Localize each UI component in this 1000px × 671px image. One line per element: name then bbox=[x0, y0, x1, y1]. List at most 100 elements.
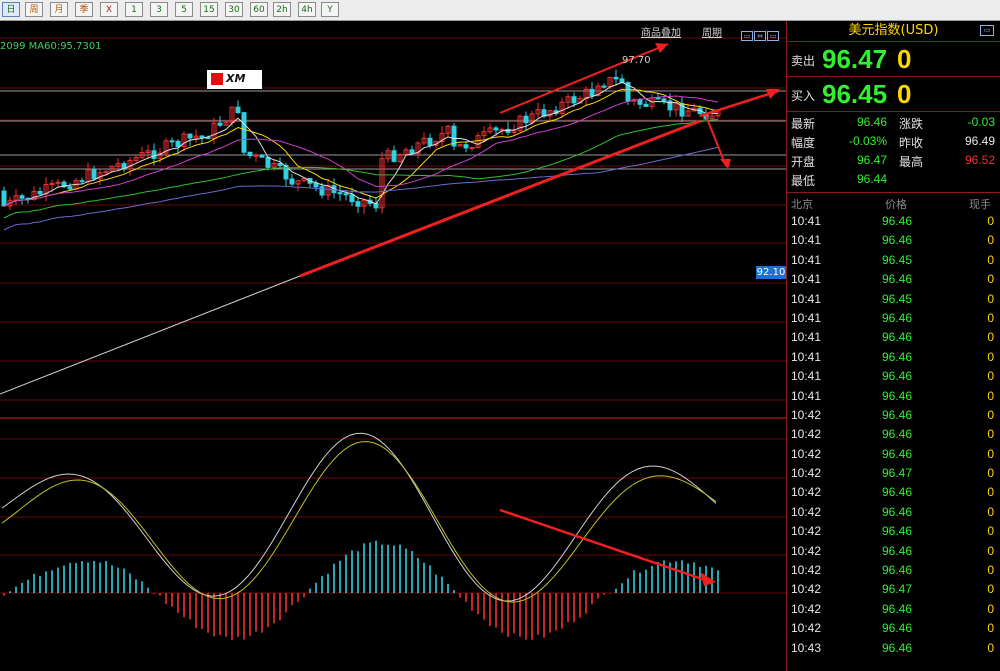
ticks-list[interactable]: 10:41 96.46 0 10:41 96.46 0 10:41 96.45 0 10:41 96… bbox=[787, 212, 1000, 658]
tick-row[interactable]: 10:42 96.46 0 bbox=[787, 522, 1000, 541]
candle-body bbox=[319, 186, 325, 196]
sell-price: 96.47 bbox=[822, 44, 888, 74]
moving-average-line bbox=[3, 118, 719, 219]
tick-row[interactable]: 10:41 96.46 0 bbox=[787, 231, 1000, 250]
period-button[interactable]: 季 bbox=[75, 2, 93, 17]
tick-qty: 0 bbox=[987, 563, 994, 578]
period-button[interactable]: 1 bbox=[125, 2, 143, 17]
tick-qty: 0 bbox=[987, 272, 994, 287]
tick-row[interactable]: 10:42 96.47 0 bbox=[787, 580, 1000, 599]
tick-qty: 0 bbox=[987, 291, 994, 306]
change-value: -0.03 bbox=[967, 115, 995, 129]
overlay-link[interactable]: 商品叠加 bbox=[641, 28, 681, 39]
restore-icon[interactable]: ▭ bbox=[741, 31, 753, 41]
tick-row[interactable]: 10:42 96.46 0 bbox=[787, 445, 1000, 464]
tick-row[interactable]: 10:41 96.46 0 bbox=[787, 212, 1000, 231]
tick-qty: 0 bbox=[987, 466, 994, 481]
candle-body bbox=[247, 151, 253, 157]
low-value: 96.44 bbox=[856, 172, 887, 186]
tick-row[interactable]: 10:42 96.46 0 bbox=[787, 600, 1000, 619]
arrow-head bbox=[720, 159, 731, 169]
candle-body bbox=[589, 88, 595, 97]
chart-area[interactable]: 2099 MA60:95.7301 商品叠加 周期 ▭ ⇔ ▭ XM 97.70 9… bbox=[0, 21, 786, 671]
tick-time: 10:41 bbox=[791, 349, 822, 364]
tick-qty: 0 bbox=[987, 446, 994, 461]
candle-body bbox=[19, 195, 25, 199]
tick-row[interactable]: 10:41 96.46 0 bbox=[787, 348, 1000, 367]
period-button[interactable]: 15 bbox=[200, 2, 218, 17]
candle-body bbox=[145, 150, 151, 153]
tick-row[interactable]: 10:41 96.45 0 bbox=[787, 290, 1000, 309]
period-button[interactable]: 2h bbox=[273, 2, 291, 17]
tick-time: 10:41 bbox=[791, 330, 822, 345]
tick-row[interactable]: 10:42 96.46 0 bbox=[787, 561, 1000, 580]
tick-price: 96.46 bbox=[881, 388, 912, 403]
tick-row[interactable]: 10:43 96.46 0 bbox=[787, 639, 1000, 658]
candle-body bbox=[469, 147, 475, 150]
period-button[interactable]: X bbox=[100, 2, 118, 17]
tick-row[interactable]: 10:42 96.46 0 bbox=[787, 503, 1000, 522]
period-button[interactable]: 60 bbox=[250, 2, 268, 17]
xm-logo: XM bbox=[207, 70, 262, 89]
tick-price: 96.46 bbox=[881, 543, 912, 558]
expand-icon[interactable]: ⇔ bbox=[754, 31, 766, 41]
collapse-icon[interactable]: ▭ bbox=[767, 31, 779, 41]
candle-body bbox=[409, 149, 415, 154]
tick-row[interactable]: 10:41 96.45 0 bbox=[787, 251, 1000, 270]
tick-row[interactable]: 10:42 96.47 0 bbox=[787, 464, 1000, 483]
tick-row[interactable]: 10:42 96.46 0 bbox=[787, 425, 1000, 444]
tick-row[interactable]: 10:41 96.46 0 bbox=[787, 328, 1000, 347]
window-controls[interactable]: ▭ ⇔ ▭ bbox=[741, 23, 780, 42]
candle-body bbox=[445, 125, 451, 134]
period-button[interactable]: 3 bbox=[150, 2, 168, 17]
tick-row[interactable]: 10:42 96.46 0 bbox=[787, 406, 1000, 425]
candle-body bbox=[379, 158, 385, 209]
period-button[interactable]: 4h bbox=[298, 2, 316, 17]
tick-row[interactable]: 10:41 96.46 0 bbox=[787, 367, 1000, 386]
period-button[interactable]: 日 bbox=[2, 2, 20, 17]
candle-body bbox=[415, 142, 421, 154]
tick-time: 10:41 bbox=[791, 233, 822, 248]
high-value: 96.52 bbox=[964, 153, 995, 167]
tick-row[interactable]: 10:41 96.46 0 bbox=[787, 270, 1000, 289]
candle-body bbox=[193, 135, 199, 139]
period-toolbar: 日周月季 X 1 3 5 15 30 60 2h 4h Y bbox=[0, 0, 1000, 21]
period-button[interactable]: 月 bbox=[50, 2, 68, 17]
candlestick-chart[interactable] bbox=[0, 21, 786, 671]
period-button[interactable]: 周 bbox=[25, 2, 43, 17]
change-label: 涨跌 bbox=[899, 117, 924, 131]
candle-body bbox=[55, 181, 61, 184]
candle-body bbox=[601, 85, 607, 88]
candle-body bbox=[337, 192, 343, 195]
panel-toggle-icon[interactable]: ▭ bbox=[980, 25, 994, 36]
period-button[interactable]: 5 bbox=[175, 2, 193, 17]
xm-logo-text: XM bbox=[226, 72, 246, 85]
candle-body bbox=[571, 96, 577, 104]
candle-body bbox=[163, 140, 169, 154]
tick-row[interactable]: 10:42 96.46 0 bbox=[787, 619, 1000, 638]
candle-body bbox=[385, 150, 391, 160]
tick-qty: 0 bbox=[987, 582, 994, 597]
tick-row[interactable]: 10:42 96.46 0 bbox=[787, 483, 1000, 502]
candle-body bbox=[421, 137, 427, 144]
period-button[interactable]: Y bbox=[321, 2, 339, 17]
period-button[interactable]: 30 bbox=[225, 2, 243, 17]
candle-body bbox=[277, 163, 283, 166]
tick-time: 10:41 bbox=[791, 214, 822, 228]
tick-qty: 0 bbox=[987, 214, 994, 228]
period-link[interactable]: 周期 bbox=[702, 28, 722, 39]
tick-qty: 0 bbox=[987, 388, 994, 403]
candle-body bbox=[1, 190, 7, 207]
tick-row[interactable]: 10:41 96.46 0 bbox=[787, 309, 1000, 328]
tick-time: 10:42 bbox=[791, 601, 822, 616]
tick-row[interactable]: 10:42 96.46 0 bbox=[787, 542, 1000, 561]
candle-body bbox=[7, 199, 13, 207]
prev-close-label: 昨收 bbox=[899, 136, 924, 150]
candle-body bbox=[355, 201, 361, 207]
tick-price: 96.46 bbox=[881, 233, 912, 248]
candle-body bbox=[253, 154, 259, 157]
candle-body bbox=[667, 100, 673, 111]
tick-row[interactable]: 10:41 96.46 0 bbox=[787, 387, 1000, 406]
candle-body bbox=[463, 144, 469, 149]
tick-price: 96.46 bbox=[881, 621, 912, 636]
